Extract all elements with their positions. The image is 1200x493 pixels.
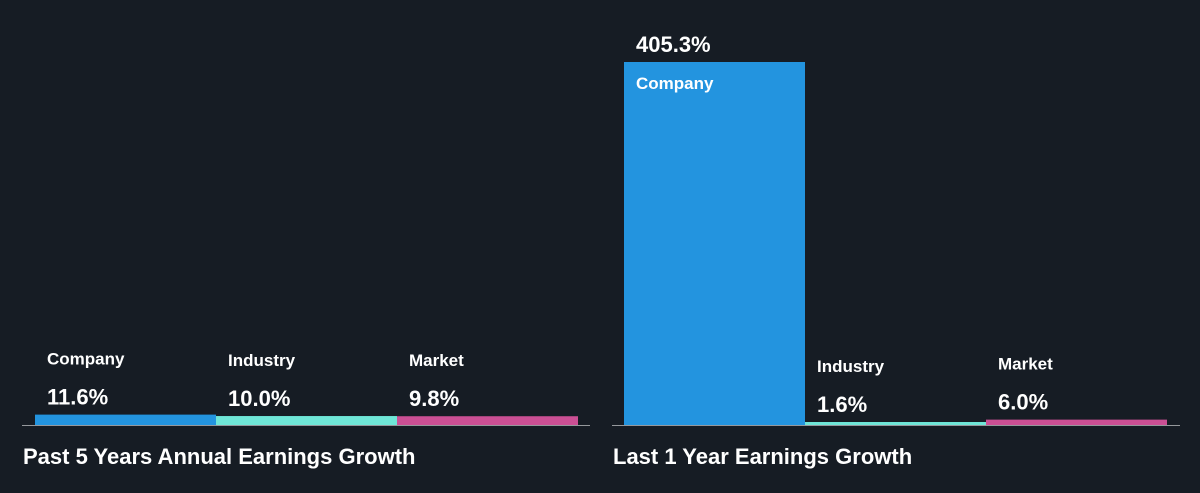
bar-label-last-1-year-industry: Industry <box>817 357 885 376</box>
bar-past-5-years-industry <box>216 416 397 425</box>
bar-last-1-year-industry <box>805 422 986 425</box>
bar-last-1-year-market <box>986 419 1167 425</box>
value-label-last-1-year-company: 405.3% <box>636 32 711 57</box>
value-label-past-5-years-company: 11.6% <box>47 385 108 410</box>
bar-label-past-5-years-industry: Industry <box>228 351 296 370</box>
value-label-past-5-years-market: 9.8% <box>409 386 459 411</box>
value-label-past-5-years-industry: 10.0% <box>228 386 290 411</box>
chart-title-past-5-years: Past 5 Years Annual Earnings Growth <box>23 444 416 469</box>
bar-label-past-5-years-company: Company <box>47 350 125 369</box>
bar-past-5-years-market <box>397 416 578 425</box>
bar-label-last-1-year-market: Market <box>998 355 1053 374</box>
bar-past-5-years-company <box>35 414 216 425</box>
bar-label-past-5-years-market: Market <box>409 351 464 370</box>
value-label-last-1-year-market: 6.0% <box>998 390 1048 415</box>
bar-last-1-year-company <box>624 62 805 425</box>
bar-label-last-1-year-company: Company <box>636 74 714 93</box>
value-label-last-1-year-industry: 1.6% <box>817 392 867 417</box>
chart-title-last-1-year: Last 1 Year Earnings Growth <box>613 444 913 469</box>
